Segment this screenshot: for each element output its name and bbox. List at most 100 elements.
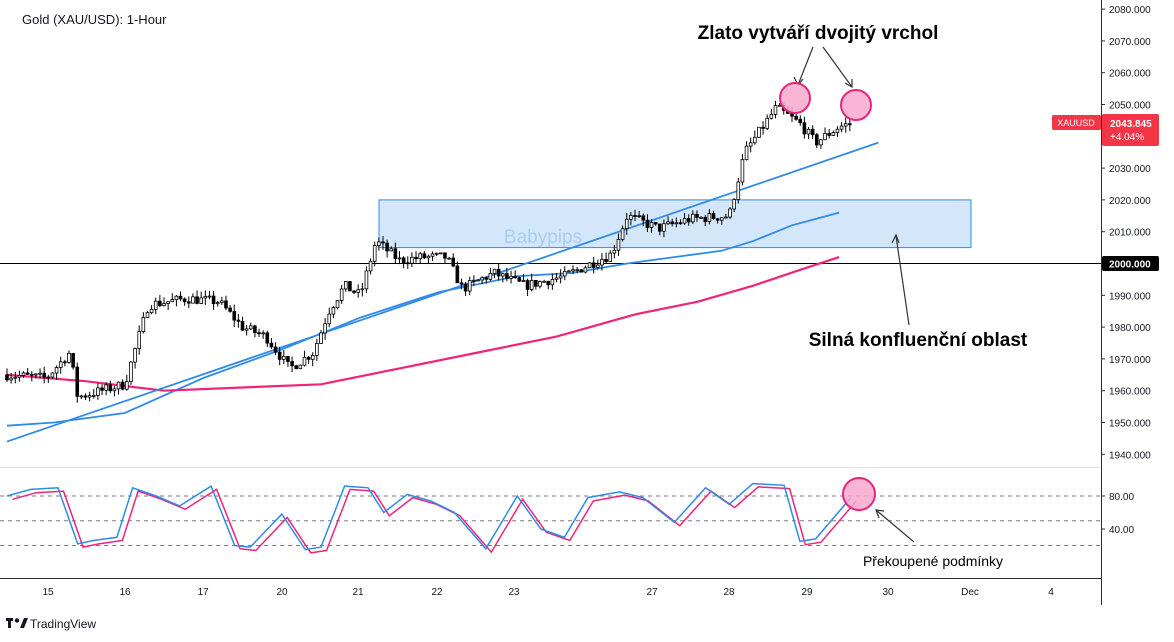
candle [711,210,716,220]
candle-body [769,113,774,119]
candle-body [554,277,559,280]
level-price-badge[interactable]: 2000.000 [1102,256,1159,271]
stoch-d-line[interactable] [12,486,857,554]
candle [75,362,80,403]
candle [583,265,588,274]
candle [364,266,369,293]
candle-body [600,259,604,266]
candle-body [87,395,92,398]
candle-body [265,332,270,344]
candle-body [203,295,208,299]
candle [505,267,509,282]
candle-body [728,208,732,218]
candle [83,393,88,401]
candle [521,273,526,282]
candle [343,280,348,292]
candle-body [430,253,435,257]
candle-body [525,280,530,290]
candle [496,263,501,281]
ascending-trendline[interactable] [6,141,879,443]
candle [418,251,422,264]
confluence-annotation: Silná konfluenční oblast [809,330,1028,351]
candle [612,244,617,259]
candle-body [50,372,55,378]
candle-body [633,215,637,217]
candle [843,117,848,133]
candle-body [699,216,703,219]
candle [191,293,195,304]
candle [96,383,100,400]
candle-body [170,299,175,303]
candle [546,280,551,290]
time-tick-label-12: 4 [1048,587,1054,598]
candle [141,312,146,334]
candle-body [744,145,749,161]
time-tick-label-8: 28 [723,587,735,598]
candle-body [389,248,394,252]
tradingview-logo[interactable]: TradingView [6,617,96,631]
candle-body [261,332,265,335]
candle [724,213,728,219]
current-price-badge[interactable]: XAUUSD 2043.845 +4.04% [1052,114,1159,146]
stoch-k-line[interactable] [6,482,852,551]
candle [744,141,749,161]
candle-body [604,259,608,262]
candle-body [112,388,117,392]
candle-body [372,245,377,262]
candle-body [620,228,625,240]
candle [814,132,819,149]
candle-body [414,256,418,260]
candle [129,361,133,385]
candle-body [591,262,596,268]
candle [538,280,542,289]
candle-body [191,296,195,304]
candle-body [434,252,439,255]
candle-body [666,221,670,225]
candle [25,368,30,375]
candle [54,365,59,380]
candle [149,305,154,315]
candle-body [645,219,650,228]
candle [410,252,414,267]
candle-body [323,323,327,334]
candle-body [393,248,398,259]
candle [261,330,265,339]
candle [240,316,245,332]
candle-body [54,367,59,374]
candle-body [120,381,125,390]
candle [87,391,92,402]
candle [145,310,150,318]
candle [166,301,170,310]
candle-body [629,215,633,220]
tradingview-icon [6,618,28,628]
candle-body [488,272,493,280]
candle-body [579,269,584,273]
candle [736,177,741,204]
candle [492,268,497,279]
candle-body [401,257,406,264]
candle [199,291,203,304]
candle [133,347,137,369]
candle [265,330,270,347]
double-top-annotation: Zlato vytváří dvojitý vrchol [698,23,939,44]
moving-average-fast[interactable] [6,211,840,427]
candle [377,237,381,251]
candle [405,256,410,269]
candle [401,256,406,269]
candle-body [240,320,245,331]
resistance-zone[interactable] [378,199,972,249]
moving-average-slow[interactable] [6,256,840,392]
candle-body [125,381,129,390]
candle-body [707,213,712,223]
candle-body [360,288,365,291]
candle-body [562,270,567,277]
candle [137,325,142,355]
candle-body [269,342,274,348]
candle [550,273,555,290]
candle [513,270,517,279]
candle [79,394,84,400]
candle [348,281,352,292]
candle [653,222,658,226]
candle [434,252,439,257]
